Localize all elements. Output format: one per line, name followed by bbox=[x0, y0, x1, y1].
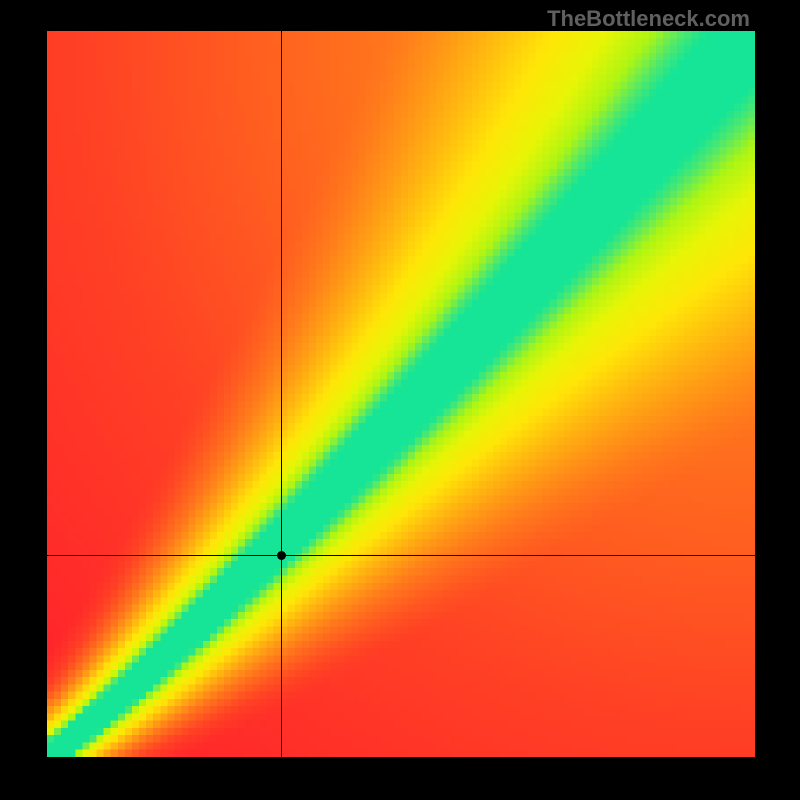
watermark-text: TheBottleneck.com bbox=[547, 6, 750, 32]
crosshair-dot bbox=[277, 551, 286, 560]
crosshair-horizontal-line bbox=[47, 555, 755, 556]
stage: TheBottleneck.com bbox=[0, 0, 800, 800]
crosshair-vertical-line bbox=[281, 31, 282, 757]
bottleneck-heatmap bbox=[47, 31, 755, 757]
